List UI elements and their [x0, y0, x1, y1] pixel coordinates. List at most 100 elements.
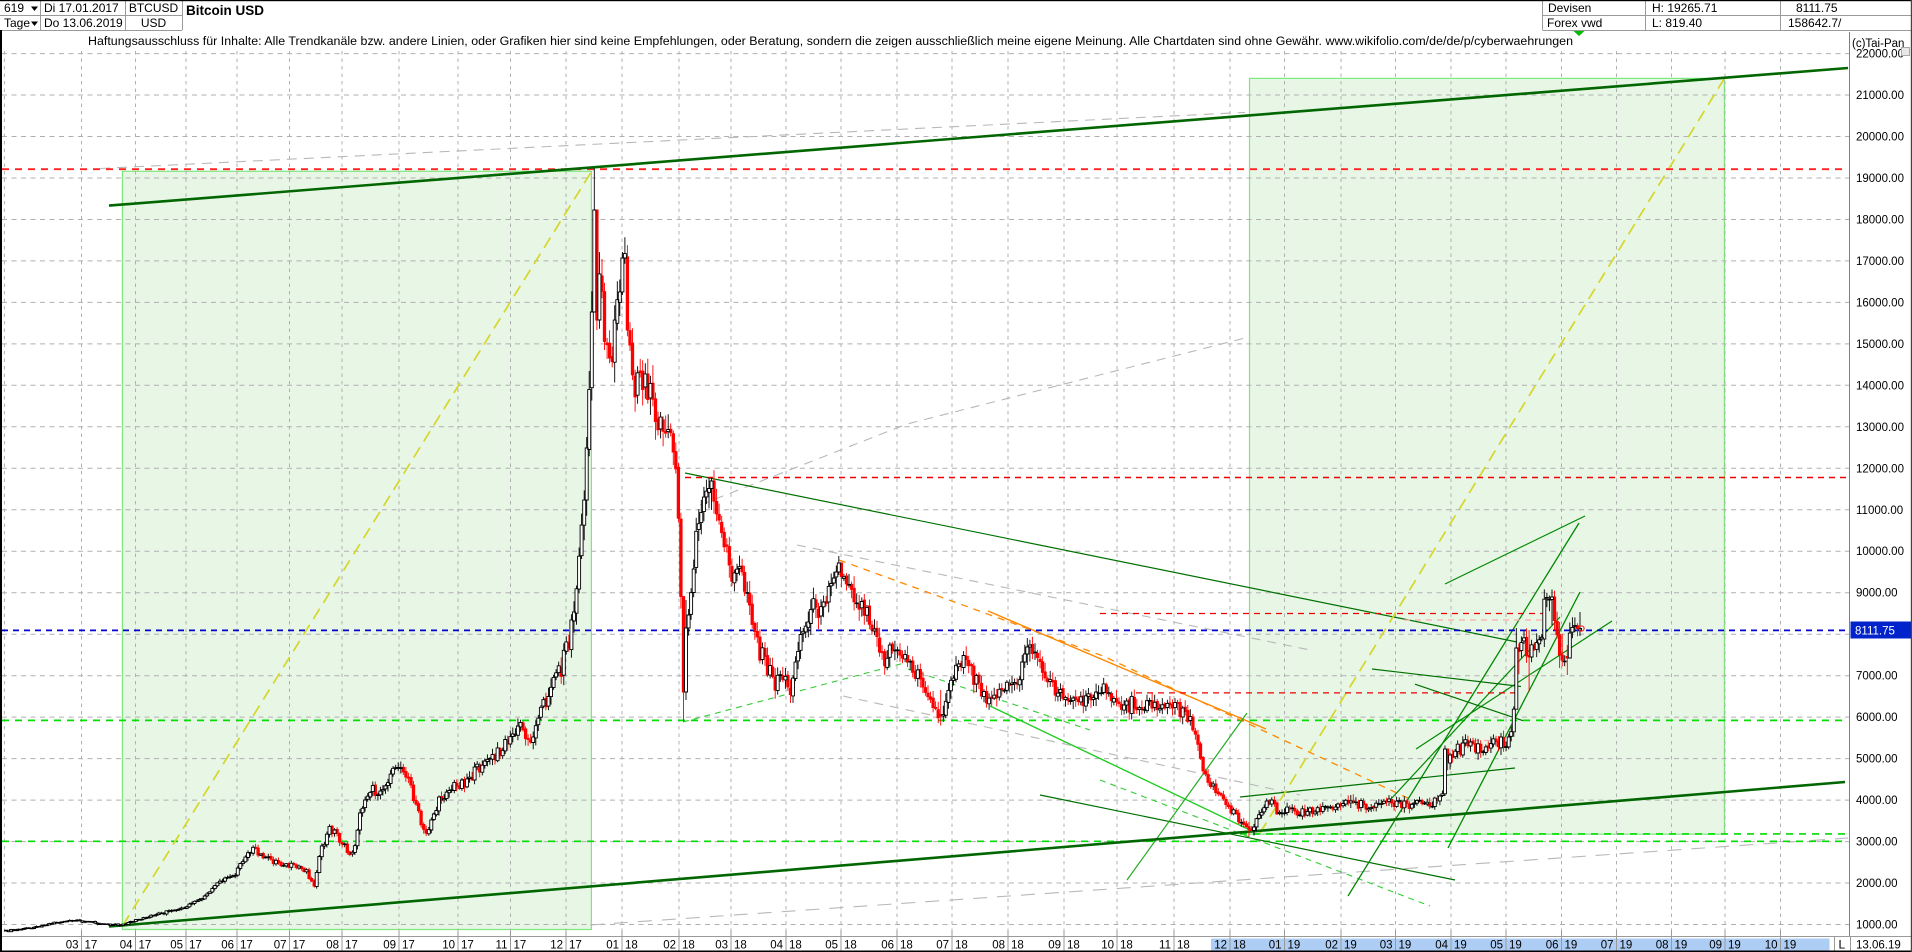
svg-text:18: 18 — [844, 940, 857, 952]
svg-text:10000.00: 10000.00 — [1856, 546, 1904, 558]
svg-text:11000.00: 11000.00 — [1856, 505, 1903, 517]
svg-text:Forex vwd: Forex vwd — [1547, 16, 1602, 30]
svg-text:08: 08 — [326, 940, 339, 952]
svg-text:2000.00: 2000.00 — [1856, 878, 1898, 890]
svg-text:4000.00: 4000.00 — [1856, 795, 1898, 807]
svg-text:11: 11 — [496, 940, 508, 952]
svg-text:Bitcoin USD: Bitcoin USD — [186, 3, 264, 18]
svg-text:18000.00: 18000.00 — [1856, 215, 1904, 227]
svg-text:09: 09 — [383, 940, 396, 952]
svg-text:17: 17 — [345, 940, 358, 952]
svg-text:09: 09 — [1709, 940, 1722, 952]
svg-text:19: 19 — [1784, 940, 1797, 952]
svg-text:02: 02 — [1325, 940, 1338, 952]
svg-text:USD: USD — [141, 16, 167, 30]
svg-text:Di 17.01.2017: Di 17.01.2017 — [44, 1, 119, 15]
svg-text:12: 12 — [550, 940, 563, 952]
svg-text:7000.00: 7000.00 — [1856, 671, 1898, 683]
svg-text:10: 10 — [442, 940, 455, 952]
svg-text:18: 18 — [1177, 940, 1190, 952]
svg-text:H: 19265.71: H: 19265.71 — [1652, 1, 1718, 15]
svg-text:05: 05 — [825, 940, 838, 952]
svg-text:19: 19 — [1675, 940, 1688, 952]
svg-text:17: 17 — [461, 940, 474, 952]
svg-text:05: 05 — [1490, 940, 1503, 952]
svg-text:8111.75: 8111.75 — [1855, 626, 1895, 638]
svg-text:619: 619 — [4, 1, 24, 15]
svg-text:11: 11 — [1159, 940, 1171, 952]
svg-text:19: 19 — [1620, 940, 1633, 952]
svg-text:18: 18 — [789, 940, 802, 952]
svg-text:19: 19 — [1399, 940, 1412, 952]
svg-text:06: 06 — [221, 940, 234, 952]
svg-text:13.06.19: 13.06.19 — [1856, 940, 1901, 952]
svg-text:19: 19 — [1344, 940, 1357, 952]
svg-text:17: 17 — [139, 940, 152, 952]
svg-text:Devisen: Devisen — [1548, 1, 1591, 15]
svg-text:19: 19 — [1728, 940, 1741, 952]
svg-text:08: 08 — [1656, 940, 1669, 952]
svg-text:8111.75: 8111.75 — [1796, 1, 1838, 15]
svg-text:19: 19 — [1454, 940, 1467, 952]
svg-text:Tage: Tage — [4, 16, 30, 30]
svg-text:22000.00: 22000.00 — [1856, 49, 1904, 61]
svg-text:19: 19 — [1288, 940, 1301, 952]
svg-text:Haftungsausschluss für Inhalte: Haftungsausschluss für Inhalte: Alle Tre… — [88, 34, 1573, 48]
svg-text:12000.00: 12000.00 — [1856, 463, 1904, 475]
svg-text:L: L — [1839, 938, 1846, 952]
svg-text:18: 18 — [682, 940, 695, 952]
svg-text:19000.00: 19000.00 — [1856, 173, 1904, 185]
svg-text:03: 03 — [1380, 940, 1393, 952]
svg-text:17: 17 — [293, 940, 306, 952]
svg-text:9000.00: 9000.00 — [1856, 588, 1898, 600]
svg-text:12: 12 — [1214, 940, 1227, 952]
svg-text:04: 04 — [1435, 940, 1448, 952]
svg-text:18: 18 — [1067, 940, 1080, 952]
svg-text:13000.00: 13000.00 — [1856, 422, 1904, 434]
svg-text:18: 18 — [1011, 940, 1024, 952]
svg-text:21000.00: 21000.00 — [1856, 90, 1904, 102]
svg-text:03: 03 — [715, 940, 728, 952]
svg-text:18: 18 — [955, 940, 968, 952]
svg-text:20000.00: 20000.00 — [1856, 132, 1904, 144]
svg-text:03: 03 — [66, 940, 79, 952]
svg-text:04: 04 — [120, 940, 133, 952]
svg-text:3000.00: 3000.00 — [1856, 837, 1898, 849]
svg-text:5000.00: 5000.00 — [1856, 754, 1898, 766]
svg-text:09: 09 — [1048, 940, 1061, 952]
svg-text:06: 06 — [881, 940, 894, 952]
svg-text:02: 02 — [663, 940, 676, 952]
svg-text:17: 17 — [189, 940, 202, 952]
svg-text:6000.00: 6000.00 — [1856, 712, 1898, 724]
svg-text:18: 18 — [1120, 940, 1133, 952]
svg-text:1000.00: 1000.00 — [1856, 920, 1898, 932]
svg-text:18: 18 — [625, 940, 638, 952]
svg-text:17: 17 — [569, 940, 582, 952]
svg-text:17: 17 — [85, 940, 98, 952]
svg-text:07: 07 — [936, 940, 949, 952]
svg-text:07: 07 — [274, 940, 287, 952]
svg-text:18: 18 — [734, 940, 747, 952]
svg-text:08: 08 — [992, 940, 1005, 952]
svg-text:15000.00: 15000.00 — [1856, 339, 1904, 351]
svg-text:17: 17 — [514, 940, 527, 952]
svg-text:16000.00: 16000.00 — [1856, 297, 1904, 309]
svg-text:18: 18 — [1233, 940, 1246, 952]
svg-text:17: 17 — [402, 940, 415, 952]
svg-text:10: 10 — [1101, 940, 1114, 952]
svg-text:14000.00: 14000.00 — [1856, 380, 1904, 392]
svg-text:17000.00: 17000.00 — [1856, 256, 1904, 268]
svg-text:01: 01 — [1269, 940, 1282, 952]
svg-text:158642.7/: 158642.7/ — [1788, 16, 1842, 30]
svg-text:Do 13.06.2019: Do 13.06.2019 — [44, 16, 123, 30]
svg-text:L: 819.40: L: 819.40 — [1652, 16, 1702, 30]
svg-text:17: 17 — [240, 940, 253, 952]
svg-text:07: 07 — [1601, 940, 1614, 952]
svg-text:04: 04 — [770, 940, 783, 952]
svg-text:18: 18 — [900, 940, 913, 952]
svg-text:10: 10 — [1765, 940, 1778, 952]
svg-text:(c)Tai-Pan: (c)Tai-Pan — [1852, 38, 1904, 50]
svg-text:05: 05 — [170, 940, 183, 952]
svg-text:19: 19 — [1509, 940, 1522, 952]
svg-text:19: 19 — [1565, 940, 1578, 952]
